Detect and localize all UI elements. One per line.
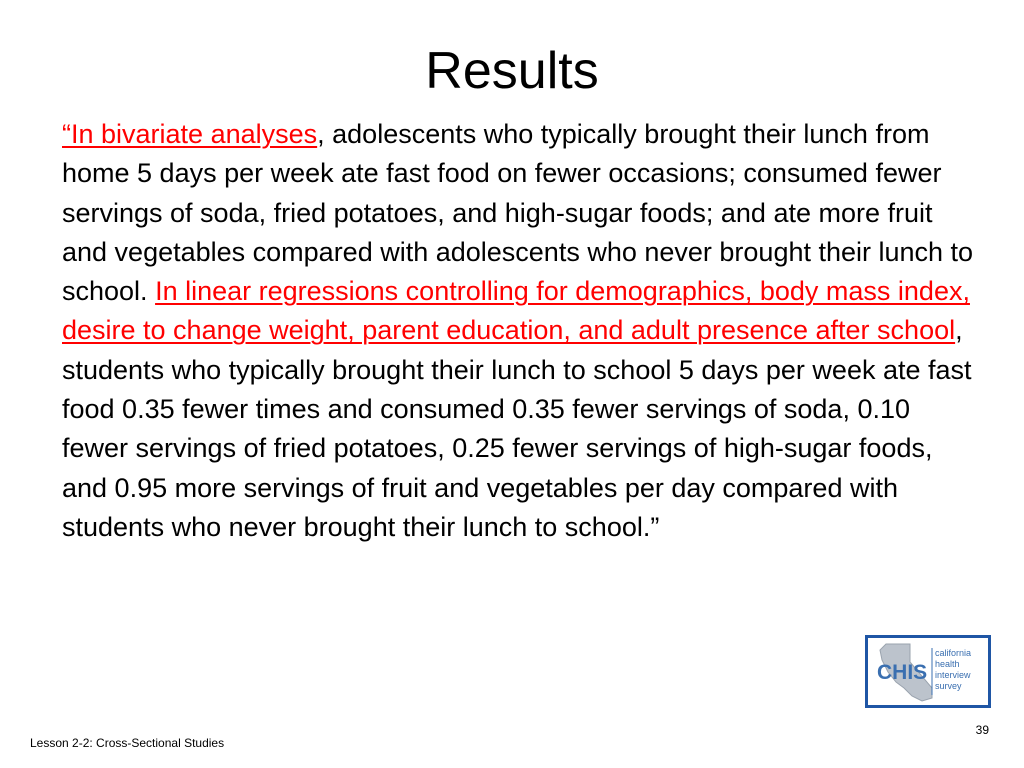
logo-line-1: california [935,648,971,658]
slide-body: “In bivariate analyses, adolescents who … [62,115,982,547]
highlight-regressions: In linear regressions controlling for de… [62,276,970,346]
body-paragraph: “In bivariate analyses, adolescents who … [62,115,982,547]
logo-line-4: survey [935,681,962,691]
logo-line-2: health [935,659,960,669]
body-text-1: , adolescents who typically brought thei… [62,119,974,307]
chis-logo-icon: CHIS california health interview survey [877,643,971,702]
slide-title: Results [425,42,599,100]
page-number: 39 [975,723,989,737]
highlight-bivariate: “In bivariate analyses [62,119,318,149]
body-text-2: , students who typically brought their l… [62,315,972,542]
footer-text: Lesson 2-2: Cross-Sectional Studies [30,736,225,750]
chis-logo: CHIS california health interview survey [865,635,991,708]
logo-line-3: interview [935,670,971,680]
logo-abbr: CHIS [877,661,927,684]
